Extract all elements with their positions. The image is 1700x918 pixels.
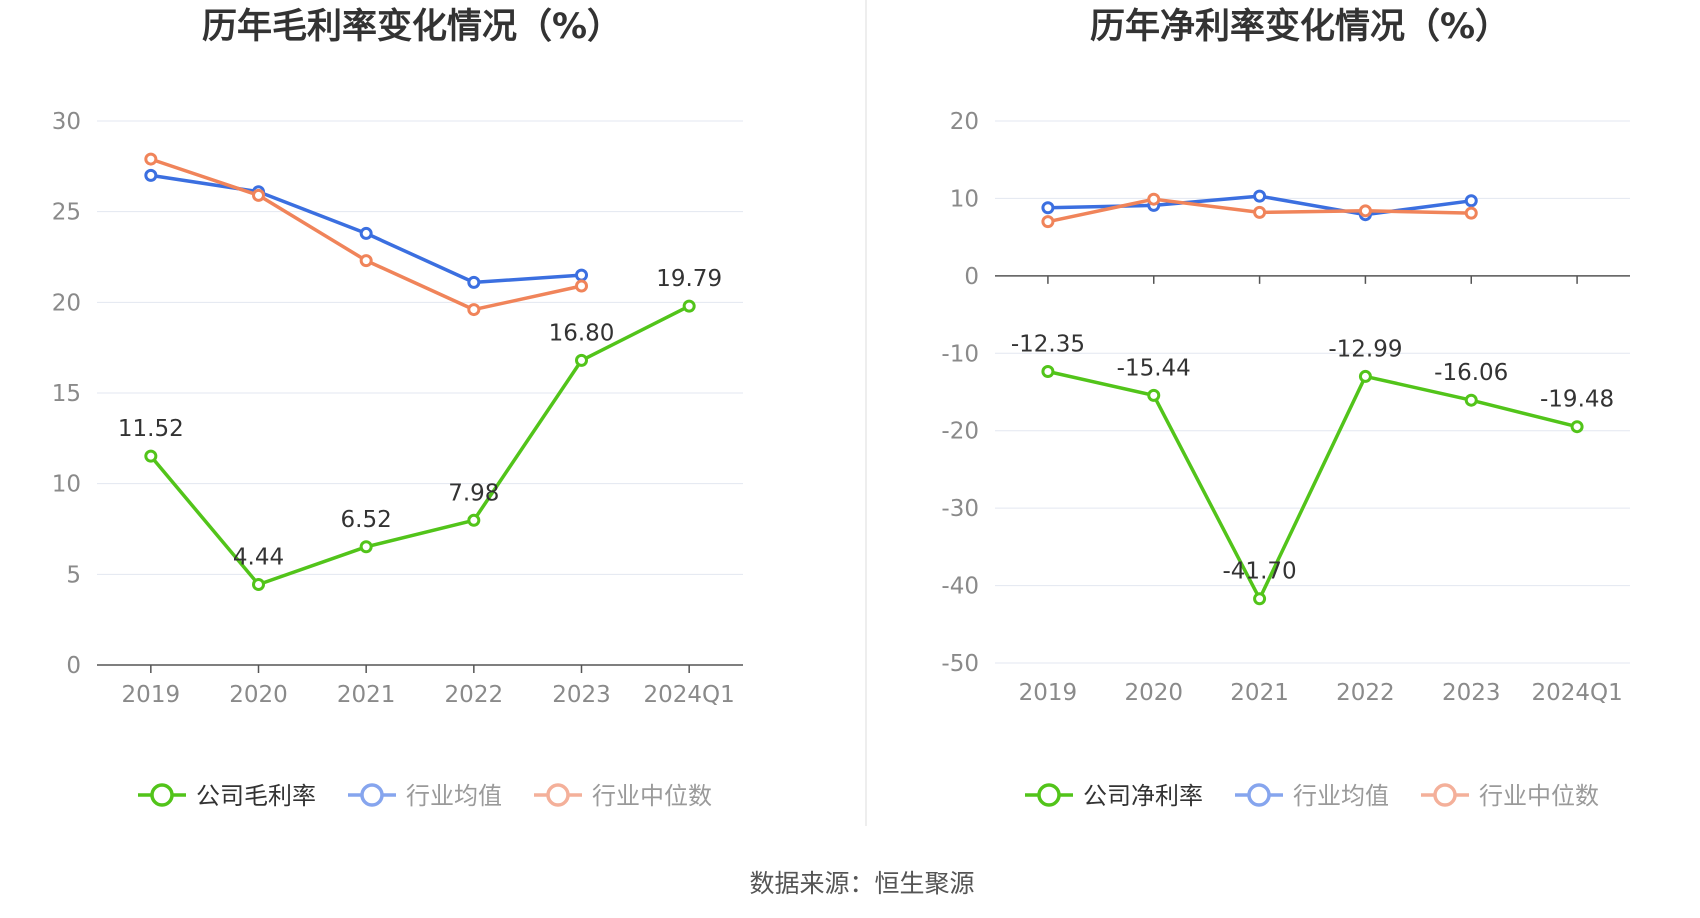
data-label: 7.98 bbox=[448, 480, 499, 506]
data-point-0 bbox=[1358, 369, 1372, 383]
data-point-2 bbox=[467, 303, 481, 317]
data-label: -12.99 bbox=[1328, 336, 1402, 362]
data-point-0 bbox=[1570, 420, 1584, 434]
data-point-0 bbox=[1041, 364, 1055, 378]
data-point-2 bbox=[1041, 215, 1055, 229]
x-tick-label: 2019 bbox=[122, 682, 181, 708]
chart-title: 历年毛利率变化情况（%） bbox=[202, 7, 622, 47]
y-tick-label: -20 bbox=[941, 419, 979, 445]
y-tick-label: 0 bbox=[964, 264, 979, 290]
data-point-0 bbox=[575, 353, 588, 367]
data-point-0 bbox=[1253, 592, 1267, 606]
data-label: 4.44 bbox=[233, 544, 284, 570]
x-tick-label: 2022 bbox=[445, 682, 504, 708]
data-point-1 bbox=[467, 275, 481, 289]
data-point-2 bbox=[1464, 206, 1478, 220]
legend-swatch-marker bbox=[546, 783, 570, 807]
data-label: 19.79 bbox=[656, 266, 722, 292]
x-tick-label: 2024Q1 bbox=[1531, 680, 1622, 706]
y-tick-label: 25 bbox=[52, 200, 81, 226]
legend-item-label: 公司毛利率 bbox=[196, 782, 316, 810]
data-point-0 bbox=[144, 449, 158, 463]
y-tick-label: 20 bbox=[52, 290, 81, 316]
x-tick-label: 2021 bbox=[1230, 680, 1289, 706]
y-tick-label: -30 bbox=[941, 496, 979, 522]
legend-item-label: 行业中位数 bbox=[1479, 782, 1599, 810]
chart-title: 历年净利率变化情况（%） bbox=[1090, 7, 1510, 47]
data-label: -12.35 bbox=[1011, 331, 1085, 357]
y-tick-label: 15 bbox=[52, 381, 81, 407]
data-point-1 bbox=[144, 168, 158, 182]
data-point-0 bbox=[1464, 393, 1478, 407]
data-label: -19.48 bbox=[1540, 387, 1614, 413]
y-tick-label: 30 bbox=[52, 109, 81, 135]
x-tick-label: 2020 bbox=[1124, 680, 1183, 706]
data-point-2 bbox=[1358, 204, 1372, 218]
data-point-0 bbox=[1147, 388, 1161, 402]
x-tick-label: 2023 bbox=[1442, 680, 1501, 706]
legend-item-label: 行业中位数 bbox=[592, 782, 712, 810]
data-point-0 bbox=[467, 513, 481, 527]
x-tick-label: 2022 bbox=[1336, 680, 1395, 706]
y-tick-label: -10 bbox=[941, 341, 979, 367]
data-point-0 bbox=[682, 299, 696, 313]
data-label: 6.52 bbox=[341, 507, 392, 533]
x-tick-label: 2024Q1 bbox=[644, 682, 735, 708]
data-point-2 bbox=[252, 188, 265, 202]
y-tick-label: 20 bbox=[950, 109, 979, 135]
data-point-2 bbox=[1147, 192, 1161, 206]
x-tick-label: 2023 bbox=[552, 682, 611, 708]
y-tick-label: 5 bbox=[66, 562, 81, 588]
series-line-0 bbox=[149, 304, 690, 587]
gross-margin-chart: 历年毛利率变化情况（%） 0 5 10 15 20 25 30 2019 2020 2021 2022… bbox=[52, 7, 743, 810]
data-label: -15.44 bbox=[1117, 355, 1191, 381]
data-point-1 bbox=[1464, 194, 1478, 208]
x-tick-label: 2020 bbox=[229, 682, 288, 708]
data-source: 数据来源：恒生聚源 bbox=[749, 869, 974, 898]
data-point-2 bbox=[575, 279, 588, 293]
data-point-2 bbox=[144, 152, 158, 166]
legend-item-label: 行业均值 bbox=[406, 782, 502, 810]
x-tick-label: 2021 bbox=[337, 682, 396, 708]
data-point-0 bbox=[252, 577, 265, 591]
data-point-2 bbox=[1253, 205, 1267, 219]
y-tick-label: 10 bbox=[52, 472, 81, 498]
y-tick-label: 10 bbox=[950, 186, 979, 212]
data-point-0 bbox=[359, 540, 373, 554]
y-tick-label: -50 bbox=[941, 651, 979, 677]
legend-swatch-marker bbox=[1247, 783, 1271, 807]
data-label: 11.52 bbox=[118, 416, 184, 442]
series-line-0 bbox=[1047, 369, 1578, 601]
legend-item-label: 公司净利率 bbox=[1083, 782, 1203, 810]
data-point-1 bbox=[575, 268, 588, 282]
data-point-1 bbox=[1041, 201, 1055, 215]
legend-item-label: 行业均值 bbox=[1293, 782, 1389, 810]
data-point-2 bbox=[359, 254, 373, 268]
data-point-1 bbox=[359, 226, 373, 240]
legend-swatch-marker bbox=[1433, 783, 1457, 807]
legend-swatch-marker bbox=[360, 783, 384, 807]
data-label: 16.80 bbox=[549, 320, 615, 346]
y-tick-label: 0 bbox=[66, 653, 81, 679]
x-tick-label: 2019 bbox=[1019, 680, 1078, 706]
y-tick-label: -40 bbox=[941, 574, 979, 600]
legend-swatch-marker bbox=[1037, 783, 1061, 807]
data-label: -16.06 bbox=[1434, 360, 1508, 386]
net-margin-chart: 历年净利率变化情况（%） -50 -40 -30 -20 -10 0 10 20 2019 2020… bbox=[941, 7, 1630, 810]
legend-swatch-marker bbox=[150, 783, 174, 807]
data-label: -41.70 bbox=[1223, 559, 1297, 585]
data-point-1 bbox=[1253, 189, 1267, 203]
